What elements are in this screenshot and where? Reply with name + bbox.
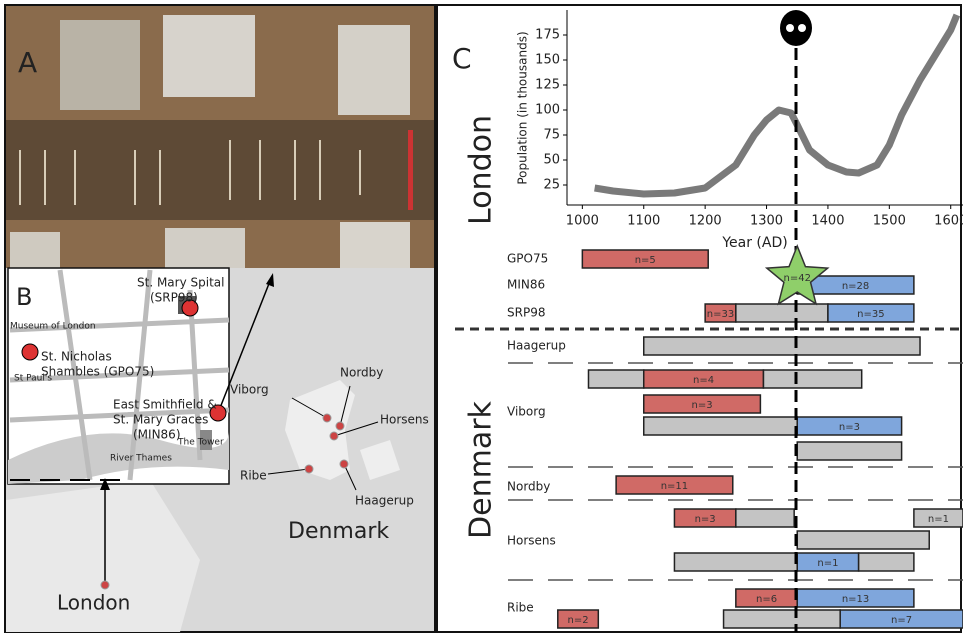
place-label: Haagerup	[355, 494, 414, 508]
map-label: East Smithfield &	[113, 398, 217, 412]
x-tick-label: 1500	[873, 214, 906, 229]
site-label: Ribe	[507, 601, 534, 615]
panel-label: B	[16, 283, 32, 311]
map-label: (SRP98)	[150, 291, 198, 305]
sample-size-label: n=11	[661, 481, 688, 492]
sample-size-label: n=13	[842, 594, 869, 605]
period-bar	[724, 610, 841, 628]
period-bar	[644, 417, 797, 435]
period-bar	[674, 553, 797, 571]
period-bar	[588, 370, 643, 388]
sample-size-label: n=1	[928, 514, 949, 525]
place-label: Nordby	[340, 366, 383, 380]
site-label: Horsens	[507, 534, 556, 548]
map-label: (MIN86)	[133, 428, 181, 442]
country-label: Denmark	[288, 519, 389, 544]
site-label: Haagerup	[507, 339, 566, 353]
y-tick-label: 125	[535, 78, 560, 93]
place-label: Viborg	[230, 383, 269, 397]
sample-size-label: n=3	[839, 422, 860, 433]
y-tick-label: 50	[543, 153, 560, 168]
panel-label: A	[18, 46, 37, 79]
map-feature: Museum of London	[10, 322, 96, 332]
site-label: MIN86	[507, 278, 545, 292]
y-tick-label: 25	[543, 178, 560, 193]
site-label: GPO75	[507, 252, 548, 266]
site-label: Nordby	[507, 480, 550, 494]
sample-size-label: n=1	[817, 558, 838, 569]
x-tick-label: 1400	[811, 214, 844, 229]
panel-label: C	[452, 42, 472, 75]
sample-size-label: n=2	[568, 615, 589, 626]
sample-size-label: n=33	[707, 309, 734, 320]
y-tick-label: 150	[535, 53, 560, 68]
x-axis-label: Year (AD)	[721, 235, 787, 251]
period-bar	[797, 442, 901, 460]
city-label: London	[57, 591, 130, 615]
x-tick-label: 1100	[627, 214, 660, 229]
sample-size-label: n=7	[891, 615, 912, 626]
skull-icon	[780, 10, 812, 46]
sample-size-label: n=28	[842, 281, 869, 292]
sample-size-label: n=6	[756, 594, 777, 605]
map-label: Shambles (GPO75)	[41, 365, 154, 379]
period-bar	[736, 304, 828, 322]
sample-size-label: n=35	[857, 309, 884, 320]
star-label: n=42	[784, 273, 811, 284]
x-tick-label: 1300	[750, 214, 783, 229]
x-tick-label: 1000	[566, 214, 599, 229]
map-label: St. Mary Graces	[113, 413, 208, 427]
y-tick-label: 75	[543, 128, 560, 143]
y-axis-label: Population (in thousands)	[516, 31, 530, 184]
period-bar	[644, 337, 920, 355]
excavation-photo	[6, 6, 434, 268]
region-label: Denmark	[464, 400, 499, 539]
period-bar	[736, 509, 794, 527]
skull-eye	[786, 24, 794, 32]
map-feature: The Tower	[177, 438, 224, 448]
region-label: London	[464, 115, 499, 225]
map-feature: St Paul's	[14, 374, 52, 384]
place-label: Horsens	[380, 413, 429, 427]
y-tick-label: 100	[535, 103, 560, 118]
sample-size-label: n=4	[693, 375, 714, 386]
sample-size-label: n=3	[695, 514, 716, 525]
x-tick-label: 1200	[689, 214, 722, 229]
x-tick-label: 1600	[934, 214, 963, 229]
map-label: St. Mary Spital	[137, 276, 224, 290]
map-feature: River Thames	[110, 454, 172, 464]
site-label: Viborg	[507, 405, 546, 419]
period-bar	[763, 370, 861, 388]
y-tick-label: 175	[535, 28, 560, 43]
sample-size-label: n=3	[692, 400, 713, 411]
skull-eye	[798, 24, 806, 32]
figure: A B C St. Mary Spital (SRP98) St. Nichol…	[0, 0, 963, 635]
map-label: St. Nicholas	[41, 350, 112, 364]
place-label: Ribe	[240, 469, 267, 483]
period-bar	[797, 531, 929, 549]
period-bar	[859, 553, 914, 571]
sample-size-label: n=5	[635, 255, 656, 266]
site-label: SRP98	[507, 306, 545, 320]
